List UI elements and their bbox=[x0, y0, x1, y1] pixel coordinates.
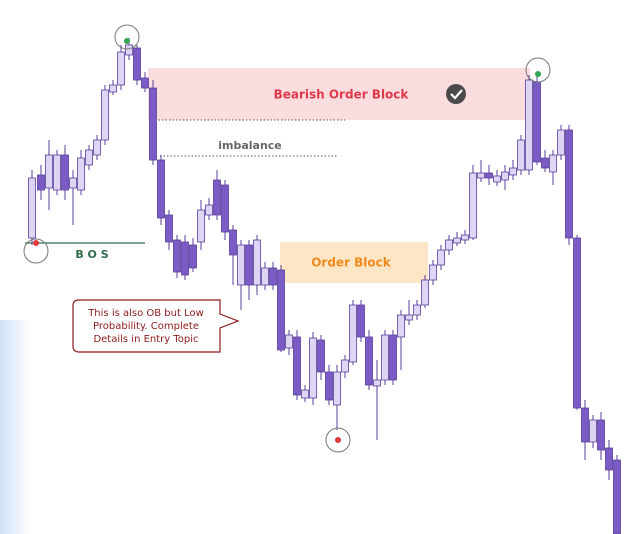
candle-body bbox=[261, 267, 269, 286]
candle-body bbox=[589, 419, 597, 443]
candle-body bbox=[477, 172, 485, 179]
candle-body bbox=[301, 389, 309, 399]
candle-body bbox=[397, 314, 405, 338]
candle-body bbox=[325, 371, 333, 401]
marker-dot bbox=[33, 240, 39, 246]
candle-body bbox=[533, 81, 541, 163]
candle-body bbox=[189, 244, 197, 269]
candle-body bbox=[109, 84, 117, 93]
candle-body bbox=[237, 244, 245, 286]
candle-body bbox=[613, 459, 621, 534]
candle-body bbox=[205, 204, 213, 216]
candle-body bbox=[453, 237, 461, 244]
background-shade bbox=[0, 320, 30, 534]
candle-body bbox=[69, 177, 77, 189]
candle-body bbox=[157, 159, 165, 219]
candle-body bbox=[117, 51, 125, 86]
check-icon bbox=[446, 84, 466, 104]
bearish-zone bbox=[148, 68, 530, 120]
candle-body bbox=[101, 89, 109, 141]
candle-body bbox=[493, 175, 501, 183]
marker-dot bbox=[335, 437, 341, 443]
candle-body bbox=[541, 157, 549, 169]
check-mark bbox=[450, 89, 463, 100]
candle-body bbox=[149, 87, 157, 161]
candle-body bbox=[61, 154, 69, 191]
zone-label: Order Block bbox=[311, 256, 392, 270]
marker-circle bbox=[325, 427, 351, 453]
candle-body bbox=[365, 336, 373, 386]
order-block-zone bbox=[280, 242, 428, 283]
candle-body bbox=[381, 334, 389, 381]
candle-body bbox=[269, 267, 277, 286]
candle-body bbox=[485, 172, 493, 179]
marker-circle bbox=[525, 57, 551, 83]
candle-body bbox=[349, 304, 357, 363]
candle-body bbox=[245, 244, 253, 286]
candle-body bbox=[333, 371, 341, 406]
candle-body bbox=[357, 304, 365, 338]
candle-body bbox=[85, 149, 93, 166]
candle-body bbox=[141, 77, 149, 89]
candle-body bbox=[309, 337, 317, 399]
candle-body bbox=[253, 239, 261, 286]
zone-label: Bearish Order Block bbox=[274, 88, 410, 102]
candle-body bbox=[389, 334, 397, 381]
candle-body bbox=[165, 214, 173, 243]
candle-body bbox=[77, 157, 85, 191]
candle-body bbox=[213, 179, 221, 216]
candle-body bbox=[525, 79, 533, 171]
candle-body bbox=[277, 269, 285, 351]
candle-body bbox=[509, 167, 517, 176]
candle-body bbox=[181, 241, 189, 276]
candle-body bbox=[445, 239, 453, 251]
candle-body bbox=[317, 339, 325, 373]
candle-body bbox=[549, 154, 557, 173]
candle-body bbox=[133, 47, 141, 81]
callout-text: Probability. Complete bbox=[93, 321, 199, 332]
candle-body bbox=[469, 172, 477, 239]
callout-text: This is also OB but Low bbox=[87, 308, 204, 319]
candles bbox=[28, 38, 621, 534]
marker-circle bbox=[23, 238, 49, 264]
marker-dot bbox=[535, 71, 541, 77]
marker-circle bbox=[114, 24, 140, 50]
candle-body bbox=[461, 234, 469, 241]
candle-body bbox=[221, 184, 229, 233]
candle-body bbox=[45, 154, 53, 189]
candle-body bbox=[197, 209, 205, 243]
candle-body bbox=[429, 264, 437, 281]
candle-body bbox=[229, 229, 237, 256]
candle-body bbox=[341, 359, 349, 373]
callout-text: Details in Entry Topic bbox=[93, 334, 198, 345]
candle-body bbox=[373, 379, 381, 387]
candle-body bbox=[413, 304, 421, 316]
imbalance-label: imbalance bbox=[218, 139, 282, 152]
candle-body bbox=[557, 129, 565, 156]
candle-body bbox=[37, 174, 45, 191]
candle-body bbox=[285, 334, 293, 349]
candle-body bbox=[597, 419, 605, 451]
candle-body bbox=[421, 279, 429, 306]
candle-body bbox=[605, 447, 613, 471]
callout-box bbox=[72, 299, 240, 353]
candle-body bbox=[437, 249, 445, 266]
candle-body bbox=[581, 407, 589, 443]
bos-label: B O S bbox=[75, 248, 108, 261]
candle-body bbox=[28, 177, 36, 239]
candle-body bbox=[501, 171, 509, 181]
candle-body bbox=[573, 237, 581, 409]
candle-body bbox=[53, 154, 61, 191]
candle-body bbox=[565, 129, 573, 239]
candle-body bbox=[293, 336, 301, 396]
candle-body bbox=[125, 44, 133, 56]
candle-body bbox=[93, 139, 101, 156]
candle-body bbox=[517, 139, 525, 171]
marker-dot bbox=[124, 38, 130, 44]
candle-body bbox=[405, 314, 413, 321]
candle-body bbox=[173, 239, 181, 273]
